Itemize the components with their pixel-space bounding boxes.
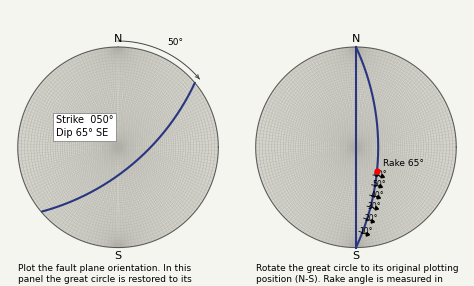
Text: 30°: 30° — [368, 202, 381, 210]
Text: Plot the fault plane orientation. In this
panel the great circle is restored to : Plot the fault plane orientation. In thi… — [18, 264, 191, 286]
Text: 20°: 20° — [364, 214, 378, 223]
Polygon shape — [18, 47, 219, 248]
Text: 10°: 10° — [360, 227, 373, 236]
Text: Rake 65°: Rake 65° — [383, 158, 424, 168]
Text: 50°: 50° — [167, 38, 183, 47]
Text: N: N — [114, 34, 122, 44]
Text: N: N — [352, 34, 360, 44]
Polygon shape — [255, 47, 456, 248]
Text: 60°: 60° — [374, 170, 387, 179]
Text: S: S — [115, 251, 122, 261]
Text: Rotate the great circle to its original plotting
position (N-S). Rake angle is m: Rotate the great circle to its original … — [255, 264, 458, 286]
Text: S: S — [352, 251, 359, 261]
Text: Strike  050°
Dip 65° SE: Strike 050° Dip 65° SE — [56, 115, 113, 138]
Text: 40°: 40° — [370, 190, 384, 200]
Text: 50°: 50° — [372, 180, 386, 189]
